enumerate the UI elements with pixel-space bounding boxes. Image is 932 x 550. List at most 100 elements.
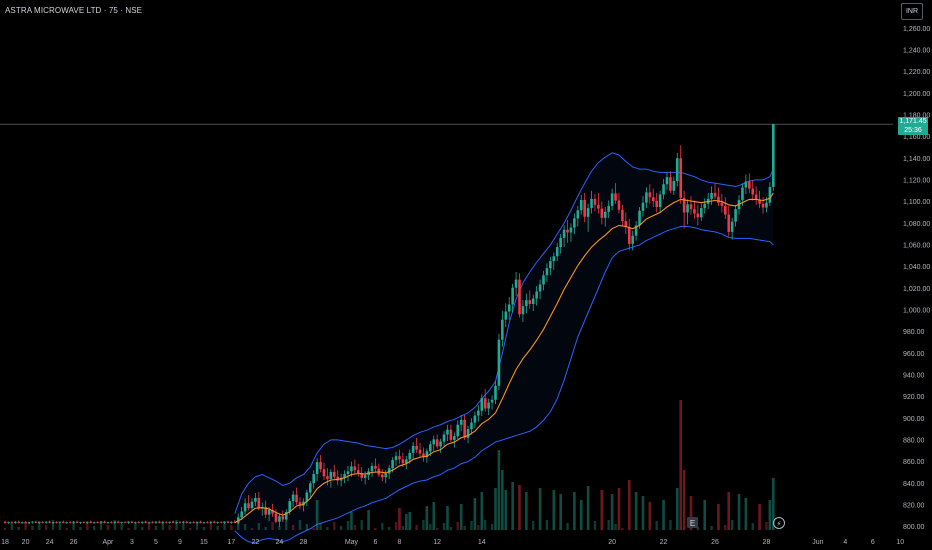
candle xyxy=(298,497,302,510)
volume-bar xyxy=(634,492,638,530)
candle-body xyxy=(741,187,744,200)
x-tick-label: 9 xyxy=(178,539,182,546)
y-tick-label: 1,120.00 xyxy=(903,177,930,184)
candle-body xyxy=(267,509,271,515)
candle xyxy=(724,197,727,219)
candle xyxy=(751,179,755,201)
x-tick-label: 14 xyxy=(478,539,486,546)
volume-bar xyxy=(429,524,432,530)
volume-bar xyxy=(38,521,41,530)
candle-body xyxy=(758,199,761,204)
candle-body xyxy=(720,202,724,206)
volume-bar xyxy=(689,496,693,530)
candle-body xyxy=(669,177,672,191)
candle-body xyxy=(353,466,357,471)
x-tick-label: 5 xyxy=(154,539,158,546)
candle-body xyxy=(415,445,418,450)
volume-bar xyxy=(285,521,288,530)
candle-body xyxy=(298,502,302,506)
volume-bar xyxy=(257,523,261,530)
candle-body xyxy=(103,521,106,523)
volume-bar xyxy=(669,520,672,530)
candle xyxy=(662,178,665,200)
candle-body xyxy=(312,474,315,484)
x-tick-label: 15 xyxy=(200,539,208,546)
volume-bar xyxy=(463,526,466,530)
currency-selector[interactable]: INR xyxy=(901,3,923,20)
volume-bar xyxy=(504,490,508,530)
candle-body xyxy=(699,208,703,218)
candle xyxy=(507,296,511,320)
y-tick-label: 940.00 xyxy=(903,372,925,379)
x-tick-label: 24 xyxy=(276,539,284,546)
candle-body xyxy=(34,521,38,523)
time-axis[interactable]: 18 20 24 26 Apr 3 5 9 15 17 22 24 28 May 6 8 12 14 20 22 26 2… xyxy=(1,539,904,546)
candle xyxy=(17,520,21,524)
volume-bar xyxy=(703,500,707,530)
candle xyxy=(679,145,683,204)
volume-bar xyxy=(168,525,171,530)
candlesticks xyxy=(3,123,775,527)
candle xyxy=(182,521,185,524)
volume-bar xyxy=(473,498,477,530)
candle xyxy=(727,205,731,237)
candle-body xyxy=(490,399,494,403)
y-tick-label: 1,140.00 xyxy=(903,156,930,163)
candle-body xyxy=(92,522,96,524)
candle-body xyxy=(689,204,693,210)
x-tick-label: 26 xyxy=(711,539,719,546)
volume-bar xyxy=(161,521,164,530)
candle xyxy=(549,256,552,276)
candle xyxy=(62,520,65,524)
volume-bar xyxy=(120,524,123,530)
price-axis[interactable]: 800.00 820.00 840.00 860.00 880.00 900.00 920.… xyxy=(903,26,930,531)
volume-bar xyxy=(134,523,137,530)
candle xyxy=(216,521,219,524)
candle-body xyxy=(422,453,425,458)
y-tick-label: 1,200.00 xyxy=(903,91,930,98)
candle-body xyxy=(171,521,175,523)
candle-body xyxy=(68,522,72,524)
candle-body xyxy=(305,492,309,502)
candle-body xyxy=(442,434,446,442)
chart-title: ASTRA MICROWAVE LTD · 75 · NSE xyxy=(5,6,143,15)
candle-body xyxy=(545,268,549,276)
candle-body xyxy=(590,198,593,209)
candle-body xyxy=(470,422,473,430)
candle-body xyxy=(686,204,689,213)
volume-bar xyxy=(175,520,178,530)
candle xyxy=(168,521,171,524)
candle-body xyxy=(751,188,755,195)
candle-body xyxy=(370,465,374,472)
candle xyxy=(555,242,559,262)
x-tick-label: 10 xyxy=(896,539,904,546)
candle xyxy=(531,294,535,311)
volume-bar xyxy=(154,526,158,530)
candle xyxy=(597,192,600,214)
volume-bar xyxy=(621,528,624,530)
flash-icon[interactable]: ⚡ xyxy=(773,517,785,529)
candle-body xyxy=(730,221,734,232)
candle-body xyxy=(679,158,683,198)
candle xyxy=(82,521,86,524)
candle-body xyxy=(566,229,569,233)
candle-body xyxy=(418,449,422,454)
candle xyxy=(614,183,617,204)
candle xyxy=(689,196,693,215)
candle-body xyxy=(144,521,147,523)
volume-bar xyxy=(627,480,631,530)
volume-bar xyxy=(730,520,734,530)
candle xyxy=(212,520,216,524)
candle xyxy=(123,521,127,524)
event-flag-icon[interactable]: E xyxy=(687,517,698,528)
candle xyxy=(27,521,31,525)
candle xyxy=(158,520,161,524)
candle-body xyxy=(466,429,470,438)
candle-body xyxy=(48,521,51,523)
candle xyxy=(398,449,401,464)
candle-body xyxy=(284,511,288,520)
candle-body xyxy=(62,521,65,523)
volume-bar xyxy=(511,482,514,530)
candle xyxy=(192,521,195,524)
